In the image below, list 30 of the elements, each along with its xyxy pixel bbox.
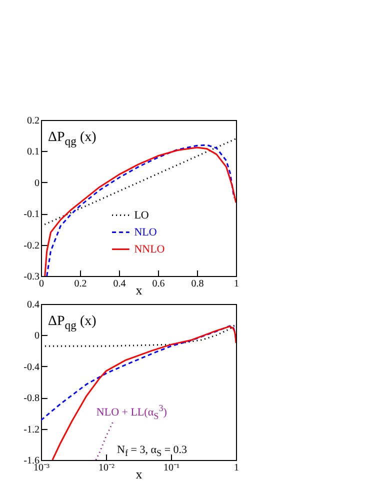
x-axis-title: x [136,282,143,298]
x-tick-label: 10⁻³ [34,462,50,474]
legend-label: LO [134,209,149,222]
x-tick-label: 1 [234,462,239,474]
annotation: ΔP$_{qg}$ (x) [48,314,96,332]
y-tick-label: -1.2 [24,424,40,436]
x-tick-label: 10⁻¹ [164,462,180,474]
y-tick-label: -0.2 [24,240,40,252]
y-tick-label: 0.1 [27,146,40,158]
y-tick-label: 0.2 [27,116,40,126]
y-tick-label: -0.4 [24,362,40,373]
x-tick-label: 0.8 [191,278,204,290]
legend-label: NNLO [134,243,165,256]
legend-label: NLO [134,226,157,238]
y-tick-label: 0 [34,330,40,342]
line-series [95,420,114,460]
x-tick-label: 0.6 [152,278,165,290]
annotation: ΔP$_{qg}$ (x) [48,130,96,148]
y-tick-label: 0.4 [27,300,40,310]
x-tick-label: 10⁻² [98,462,114,474]
y-tick-label: 0 [34,178,40,189]
y-tick-label: -0.8 [24,393,40,404]
annotation: N$_{f}$ = 3, α$_{S}$ = 0.3 [117,444,188,458]
y-tick-label: -0.1 [24,209,40,220]
x-tick-label: 0.2 [74,278,87,290]
x-tick-label: 1 [234,278,239,290]
series-label: NLO + LL(α$_{S}$$^{3}$) [96,402,167,421]
x-axis-title: x [136,466,143,482]
y-tick-label: -0.3 [24,272,40,282]
x-tick-label: 0.4 [113,278,126,290]
